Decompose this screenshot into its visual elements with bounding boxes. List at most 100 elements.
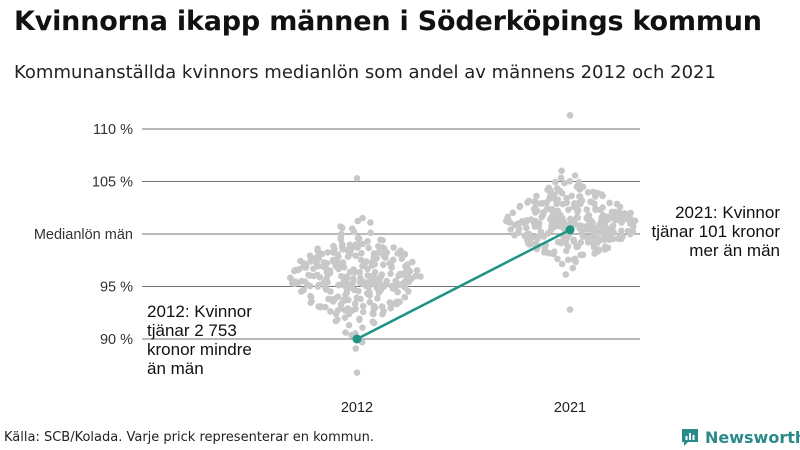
kommun-dot [575,179,582,187]
kommun-dot [352,345,360,352]
annotation-2021: 2021: Kvinnor tjänar 101 kronor mer än män [651,203,780,260]
kommun-dot [291,278,299,285]
kommun-dot [534,233,541,240]
kommun-dot [417,273,424,280]
kommun-dot [526,241,534,248]
kommun-dot [591,250,598,257]
kommun-dot [525,197,533,205]
kommun-dot [300,263,308,270]
kommun-dot [511,232,518,239]
kommun-dot [359,280,366,288]
y-tick-label: 95 % [100,280,133,296]
kommun-dot [583,206,590,213]
kommun-dot [395,272,403,280]
kommun-dot [344,305,352,312]
kommun-dot [413,267,421,274]
kommun-dot [365,244,372,252]
kommun-dot [592,206,599,214]
kommun-dot [566,112,574,119]
kommun-dot [359,262,366,270]
kommun-dot [355,287,362,295]
kommun-dot [379,236,386,244]
kommun-dot [573,213,581,221]
kommun-dot [367,229,375,237]
highlight-point-2012 [352,334,362,344]
annotation-line: 2012: Kvinnor [147,302,252,321]
kommun-dot [590,188,597,196]
annotation-line: mer än män [689,241,780,260]
kommun-dot [376,278,383,286]
kommun-dot [338,243,346,250]
kommun-dot [601,231,608,239]
kommun-dot [550,223,558,231]
kommun-dot [412,272,419,280]
kommun-dot [370,302,378,310]
kommun-dot [323,275,330,282]
kommun-dot [404,261,411,268]
kommun-dot [323,286,330,293]
kommun-dot [574,207,582,214]
kommun-dot [630,223,637,230]
kommun-dot [331,295,339,303]
kommun-dot [613,200,621,208]
kommun-dot [367,219,374,226]
kommun-dot [340,264,348,271]
kommun-dot [402,278,410,285]
kommun-dot [626,230,634,238]
kommun-dot [326,269,334,277]
kommun-dot [298,288,305,295]
chart-title: Kvinnorna ikapp männen i Söderköpings ko… [14,6,762,37]
kommun-dot [584,234,591,241]
kommun-dot [353,369,361,376]
kommun-dot [349,225,356,232]
kommun-dot [356,315,363,323]
kommun-dot [357,274,364,282]
kommun-dot [571,172,579,179]
kommun-dot [563,234,571,242]
kommun-dot [525,233,532,241]
kommun-dot [375,249,382,256]
kommun-dot [330,242,337,250]
kommun-dot [595,246,603,253]
kommun-dot [392,277,400,285]
kommun-dot [612,216,619,224]
kommun-dot [304,281,312,289]
kommun-dot [566,178,574,185]
kommun-dot [363,258,370,265]
kommun-dot [552,178,559,186]
kommun-dot [348,284,356,292]
kommun-dot [310,272,318,280]
kommun-dot [371,268,379,276]
kommun-dot [359,324,366,332]
kommun-dot [345,321,353,329]
kommun-dot [327,308,334,315]
kommun-dot [523,224,530,232]
kommun-dot [351,269,359,276]
kommun-dot [335,281,342,289]
kommun-dot [380,261,387,269]
kommun-dot [539,232,547,240]
kommun-dot [375,243,382,250]
kommun-dot [559,200,567,208]
kommun-dot [570,236,577,244]
annotation-line: 2021: Kvinnor [675,203,780,222]
kommun-dot [516,202,524,210]
kommun-dot [334,251,342,258]
kommun-dot [618,219,625,226]
kommun-dot [351,300,359,307]
kommun-dot [572,258,579,266]
kommun-dot [314,283,322,290]
kommun-dot [599,192,606,200]
kommun-dot [396,298,404,306]
kommun-dot [552,217,560,225]
highlight-line [356,228,571,341]
kommun-dot [380,307,387,315]
kommun-dot [308,255,316,262]
brand-name: Newsworthy [705,427,800,447]
kommun-dot [568,192,575,200]
kommun-dot [339,224,346,232]
annotation-line: tjänar 2 753 [147,321,237,340]
kommun-dot [612,210,620,217]
kommun-dot [370,253,378,261]
